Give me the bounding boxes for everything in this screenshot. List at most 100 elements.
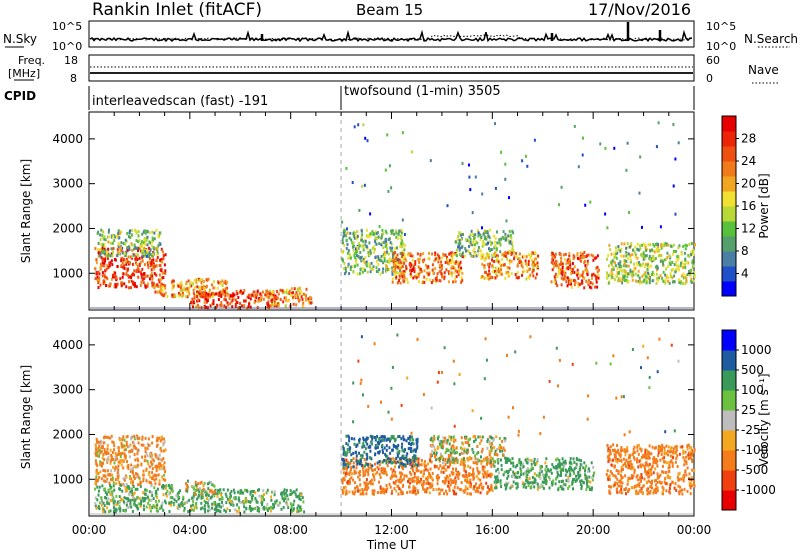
data-cell xyxy=(414,260,417,264)
data-cell xyxy=(382,261,385,265)
data-cell xyxy=(109,254,112,258)
data-cell xyxy=(253,290,256,294)
data-cell xyxy=(450,445,453,449)
data-cell xyxy=(558,263,561,267)
data-cell xyxy=(159,284,162,288)
data-cell xyxy=(589,488,591,491)
data-cell xyxy=(381,228,384,232)
data-cell xyxy=(570,282,572,286)
data-cell xyxy=(448,465,451,469)
data-cell xyxy=(663,258,666,262)
data-cell xyxy=(298,497,301,501)
data-cell xyxy=(254,491,257,495)
data-cell xyxy=(560,480,563,483)
data-cell xyxy=(128,286,131,290)
data-cell xyxy=(454,476,457,480)
data-cell xyxy=(353,470,356,474)
data-cell xyxy=(256,500,259,504)
data-cell xyxy=(364,464,367,468)
data-cell xyxy=(137,234,140,238)
data-cell xyxy=(507,234,510,238)
data-cell xyxy=(472,450,475,454)
data-cell xyxy=(535,272,538,276)
data-cell xyxy=(482,233,485,236)
data-cell xyxy=(500,446,503,449)
data-cell xyxy=(500,272,503,276)
data-cell xyxy=(353,265,356,269)
data-cell xyxy=(205,490,208,494)
data-cell xyxy=(144,492,147,496)
data-cell xyxy=(612,265,615,269)
data-cell xyxy=(502,473,505,477)
data-cell xyxy=(660,254,663,258)
data-cell xyxy=(202,495,205,499)
data-cell xyxy=(299,291,301,295)
data-cell xyxy=(258,297,261,300)
data-cell xyxy=(296,506,299,510)
data-cell xyxy=(462,233,464,236)
data-cell xyxy=(614,254,617,258)
data-cell xyxy=(119,461,122,465)
data-cell xyxy=(541,484,544,488)
data-cell xyxy=(207,494,210,498)
data-cell xyxy=(427,462,429,466)
data-cell xyxy=(456,459,459,463)
data-cell xyxy=(229,496,232,500)
data-cell xyxy=(388,257,391,261)
data-cell xyxy=(433,259,436,263)
data-cell xyxy=(109,509,112,513)
data-cell xyxy=(156,256,159,259)
data-cell xyxy=(503,437,506,440)
data-cell xyxy=(95,475,98,479)
data-cell xyxy=(213,491,216,495)
data-cell xyxy=(409,450,412,453)
data-cell xyxy=(114,456,117,460)
data-cell xyxy=(473,435,476,439)
data-cell xyxy=(98,444,101,448)
data-cell xyxy=(383,459,386,462)
data-cell xyxy=(630,272,633,276)
data-cell xyxy=(680,250,683,254)
data-cell xyxy=(529,256,532,260)
data-cell xyxy=(495,256,498,260)
data-cell xyxy=(445,468,448,472)
data-cell xyxy=(385,244,388,248)
data-cell xyxy=(485,456,488,460)
data-cell xyxy=(98,501,101,505)
data-cell xyxy=(404,458,407,462)
data-cell xyxy=(417,461,420,465)
data-cell xyxy=(481,435,484,439)
data-cell xyxy=(130,276,132,279)
data-cell xyxy=(361,488,364,491)
data-cell xyxy=(141,240,144,244)
data-cell xyxy=(464,247,467,251)
data-cell xyxy=(614,246,617,250)
data-cell xyxy=(504,487,507,491)
data-cell xyxy=(432,488,435,492)
data-cell xyxy=(358,208,361,212)
data-cell xyxy=(633,268,636,272)
data-cell xyxy=(433,464,436,468)
data-cell xyxy=(371,437,374,441)
data-cell xyxy=(272,302,275,306)
data-cell xyxy=(464,470,467,474)
data-cell xyxy=(210,303,213,306)
data-cell xyxy=(594,285,597,289)
data-cell xyxy=(655,249,658,252)
data-cell xyxy=(587,485,590,489)
data-cell xyxy=(491,489,494,492)
data-cell xyxy=(159,290,161,294)
data-cell xyxy=(164,486,167,490)
data-cell xyxy=(690,277,693,281)
data-cell xyxy=(469,478,472,482)
data-cell xyxy=(385,470,388,474)
data-cell xyxy=(199,481,202,485)
data-cell xyxy=(259,298,262,302)
data-cell xyxy=(402,449,405,453)
data-cell xyxy=(520,469,522,473)
data-cell xyxy=(392,258,395,262)
data-cell xyxy=(422,252,425,256)
data-cell xyxy=(442,436,445,440)
data-cell xyxy=(243,510,246,514)
data-cell xyxy=(581,255,584,259)
